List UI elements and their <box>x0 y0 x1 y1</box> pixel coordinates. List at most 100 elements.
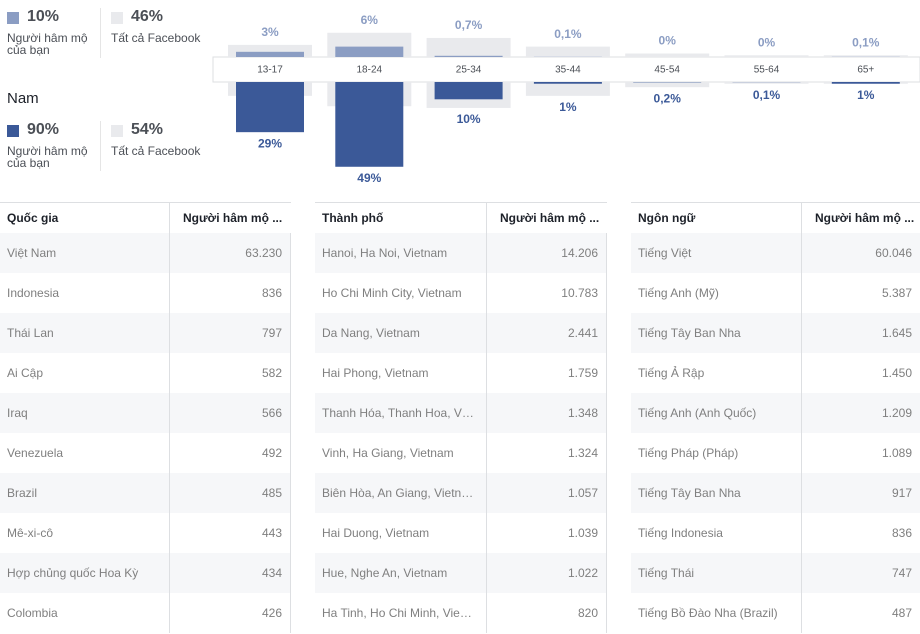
table-row: Colombia 426 <box>0 593 291 633</box>
table-row: Hue, Nghe An, Vietnam 1.022 <box>315 553 607 593</box>
facebook-bar <box>823 55 908 57</box>
table: Thành phố Người hâm mộ ... Hanoi, Ha Noi, … <box>315 202 607 634</box>
table-row: Venezuela 492 <box>0 433 291 473</box>
value-label: 0,2% <box>654 91 682 105</box>
row-label: Hai Phong, Vietnam <box>322 366 429 380</box>
table-row: Tiếng Tây Ban Nha 917 <box>631 473 920 513</box>
row-label: Ho Chi Minh City, Vietnam <box>322 286 462 300</box>
table-row: Vinh, Ha Giang, Vietnam 1.324 <box>315 433 607 473</box>
row-label: Hợp chủng quốc Hoa Kỳ <box>7 566 139 580</box>
row-value: 60.046 <box>801 233 920 273</box>
age-label: 25-34 <box>456 65 482 76</box>
table-row: Indonesia 836 <box>0 273 291 313</box>
row-value: 1.645 <box>801 313 920 353</box>
column-header: Quốc gia <box>7 211 59 225</box>
table-row: Hai Phong, Vietnam 1.759 <box>315 353 607 393</box>
row-value: 14.206 <box>486 233 607 273</box>
table-row: Iraq 566 <box>0 393 291 433</box>
table-row: Tiếng Anh (Mỹ) 5.387 <box>631 273 920 313</box>
facebook-label: Tất cả Facebook <box>111 31 201 45</box>
table-row: Ai Cập 582 <box>0 353 291 393</box>
fans-bar <box>434 55 503 57</box>
row-label: Tiếng Anh (Mỹ) <box>638 286 719 300</box>
fans-stat: 90% Người hâm mộ của bạn <box>7 121 102 181</box>
value-label: 6% <box>361 13 379 27</box>
gender-name: Nam <box>7 90 39 107</box>
value-label: 0% <box>659 34 677 48</box>
table-row: Mê-xi-cô 443 <box>0 513 291 553</box>
row-value: 5.387 <box>801 273 920 313</box>
fans-percent: 90% <box>27 121 60 138</box>
facebook-bar <box>426 37 511 57</box>
facebook-bar <box>625 53 710 57</box>
table-row: Tiếng Indonesia 836 <box>631 513 920 553</box>
table-row: Tiếng Anh (Anh Quốc) 1.209 <box>631 393 920 433</box>
row-value: 10.783 <box>486 273 607 313</box>
table-row: Ho Chi Minh City, Vietnam 10.783 <box>315 273 607 313</box>
row-label: Tiếng Việt <box>638 246 692 260</box>
row-value: 747 <box>801 553 920 593</box>
value-label: 29% <box>258 136 282 150</box>
fans-label: Người hâm mộ của bạn <box>7 144 88 170</box>
row-label: Ai Cập <box>7 366 44 380</box>
axis-strip <box>212 56 920 83</box>
row-label: Tiếng Tây Ban Nha <box>638 326 741 340</box>
row-label: Việt Nam <box>7 246 57 260</box>
table-row: Thái Lan 797 <box>0 313 291 353</box>
row-value: 836 <box>169 273 291 313</box>
row-value: 1.022 <box>486 553 607 593</box>
age-label: 18-24 <box>357 65 383 76</box>
fans-bar <box>533 82 602 84</box>
table-row: Hợp chủng quốc Hoa Kỳ 434 <box>0 553 291 593</box>
facebook-swatch <box>111 125 123 137</box>
facebook-label: Tất cả Facebook <box>111 144 201 158</box>
row-label: Tiếng Pháp (Pháp) <box>638 446 739 460</box>
age-chart: 3% 29% 13-17 6% 49% 18-24 0,7% 10% 25-34 0,1% 1% 35… <box>212 13 920 185</box>
fans-bar <box>236 51 304 57</box>
facebook-bar <box>724 55 809 57</box>
row-value: 1.348 <box>486 393 607 433</box>
row-value: 1.057 <box>486 473 607 513</box>
table-header: Quốc gia Người hâm mộ ... <box>0 203 291 234</box>
facebook-swatch <box>111 12 123 24</box>
table-row: Ha Tinh, Ho Chi Minh, Vie… 820 <box>315 593 607 633</box>
table-row: Tiếng Bồ Đào Nha (Brazil) 487 <box>631 593 920 633</box>
fans-percent: 10% <box>27 8 60 25</box>
column-header: Người hâm mộ ... <box>169 203 291 233</box>
facebook-bar <box>525 82 610 96</box>
fans-stat: 10% Người hâm mộ của bạn <box>7 8 102 68</box>
age-label: 35-44 <box>555 65 581 76</box>
row-label: Tiếng Bồ Đào Nha (Brazil) <box>638 606 778 620</box>
value-label: 1% <box>559 100 577 114</box>
table-row: Tiếng Việt 60.046 <box>631 233 920 273</box>
table-row: Tiếng Tây Ban Nha 1.645 <box>631 313 920 353</box>
row-value: 1.759 <box>486 353 607 393</box>
fans-swatch <box>7 12 19 24</box>
value-label: 0,1% <box>554 27 582 41</box>
row-value: 836 <box>801 513 920 553</box>
row-label: Colombia <box>7 606 58 620</box>
facebook-percent: 54% <box>131 121 164 138</box>
facebook-stat: 46% Tất cả Facebook <box>111 8 221 68</box>
value-label: 10% <box>457 112 481 126</box>
row-value: 1.324 <box>486 433 607 473</box>
row-label: Iraq <box>7 406 28 420</box>
row-value: 582 <box>169 353 291 393</box>
row-label: Tiếng Thái <box>638 566 695 580</box>
row-label: Vinh, Ha Giang, Vietnam <box>322 446 454 460</box>
table-row: Thanh Hóa, Thanh Hoa, V… 1.348 <box>315 393 607 433</box>
row-value: 820 <box>486 593 607 633</box>
value-label: 0,7% <box>455 18 483 32</box>
row-value: 2.441 <box>486 313 607 353</box>
row-label: Tiếng Ả Rập <box>638 366 705 380</box>
value-label: 3% <box>261 25 279 39</box>
column-header: Ngôn ngữ <box>638 211 696 225</box>
value-label: 0,1% <box>753 88 781 102</box>
row-label: Thái Lan <box>7 326 54 340</box>
value-label: 0% <box>758 35 776 49</box>
fans-bar <box>236 82 304 133</box>
table: Ngôn ngữ Người hâm mộ ... Tiếng Việt 60.046… <box>631 202 920 634</box>
row-label: Brazil <box>7 486 38 500</box>
fans-swatch <box>7 125 19 137</box>
